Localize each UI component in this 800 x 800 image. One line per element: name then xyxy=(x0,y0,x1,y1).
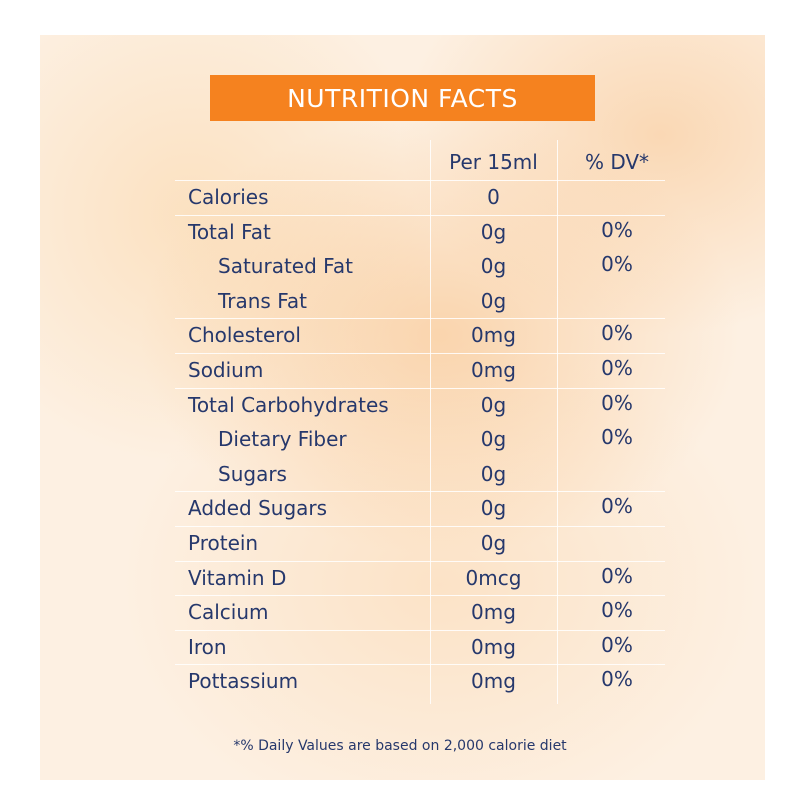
amount: 0mg xyxy=(471,634,516,659)
row-separator xyxy=(175,387,665,389)
amount: 0mg xyxy=(471,600,516,625)
daily-value: 0% xyxy=(601,252,633,277)
daily-value: 0% xyxy=(601,217,633,242)
amount: 0g xyxy=(480,219,507,244)
amount: 0 xyxy=(487,185,500,209)
daily-value: 0% xyxy=(601,598,633,623)
row-separator xyxy=(175,526,665,527)
daily-value: 0% xyxy=(601,390,633,415)
row-separator xyxy=(175,664,665,666)
sub-nutrient-name: Sugars xyxy=(218,461,287,486)
amount: 0mcg xyxy=(465,565,522,590)
nutrient-name: Pottassium xyxy=(188,669,299,694)
column-header: Per 15ml xyxy=(449,150,538,174)
daily-value: 0% xyxy=(601,356,633,380)
background xyxy=(40,35,765,780)
row-separator xyxy=(175,353,665,354)
row-separator xyxy=(175,595,665,597)
row-separator xyxy=(175,560,665,562)
daily-value: 0% xyxy=(601,667,633,692)
daily-value: 0% xyxy=(601,425,633,450)
amount: 0mg xyxy=(471,323,516,348)
footnote: *% Daily Values are based on 2,000 calor… xyxy=(233,738,567,754)
amount: 0g xyxy=(480,288,507,313)
amount: 0g xyxy=(480,531,507,555)
row-separator xyxy=(175,318,665,320)
row-separator xyxy=(175,180,665,181)
title: NUTRITION FACTS xyxy=(287,83,518,113)
row-separator xyxy=(175,629,665,631)
nutrient-name: Sodium xyxy=(188,358,264,382)
nutrient-name: Total Fat xyxy=(188,219,271,244)
daily-value: 0% xyxy=(601,494,633,519)
nutrient-name: Calories xyxy=(188,185,269,209)
sub-nutrient-name: Dietary Fiber xyxy=(218,427,347,452)
sub-nutrient-name: Trans Fat xyxy=(218,288,307,313)
nutrient-name: Total Carbohydrates xyxy=(188,392,389,417)
amount: 0g xyxy=(480,496,507,521)
nutrient-name: Added Sugars xyxy=(188,496,328,521)
nutrient-name: Protein xyxy=(188,531,259,555)
nutrient-name: Cholesterol xyxy=(188,323,301,348)
amount: 0g xyxy=(480,461,507,486)
sub-nutrient-name: Saturated Fat xyxy=(218,254,353,279)
daily-value: 0% xyxy=(601,632,633,657)
daily-value: 0% xyxy=(601,321,633,346)
column-separator xyxy=(557,140,558,704)
amount: 0mg xyxy=(471,358,516,382)
amount: 0g xyxy=(480,427,507,452)
daily-value: 0% xyxy=(601,563,633,588)
column-separator xyxy=(430,140,431,704)
column-header: % DV* xyxy=(584,150,650,174)
nutrient-name: Iron xyxy=(188,634,227,659)
nutrient-name: Calcium xyxy=(188,600,269,625)
nutrient-name: Vitamin D xyxy=(188,565,287,590)
title-bar: NUTRITION FACTS xyxy=(210,75,595,121)
amount: 0mg xyxy=(471,669,516,694)
row-separator xyxy=(175,491,665,493)
amount: 0g xyxy=(480,254,507,279)
amount: 0g xyxy=(480,392,507,417)
row-separator xyxy=(175,214,665,216)
